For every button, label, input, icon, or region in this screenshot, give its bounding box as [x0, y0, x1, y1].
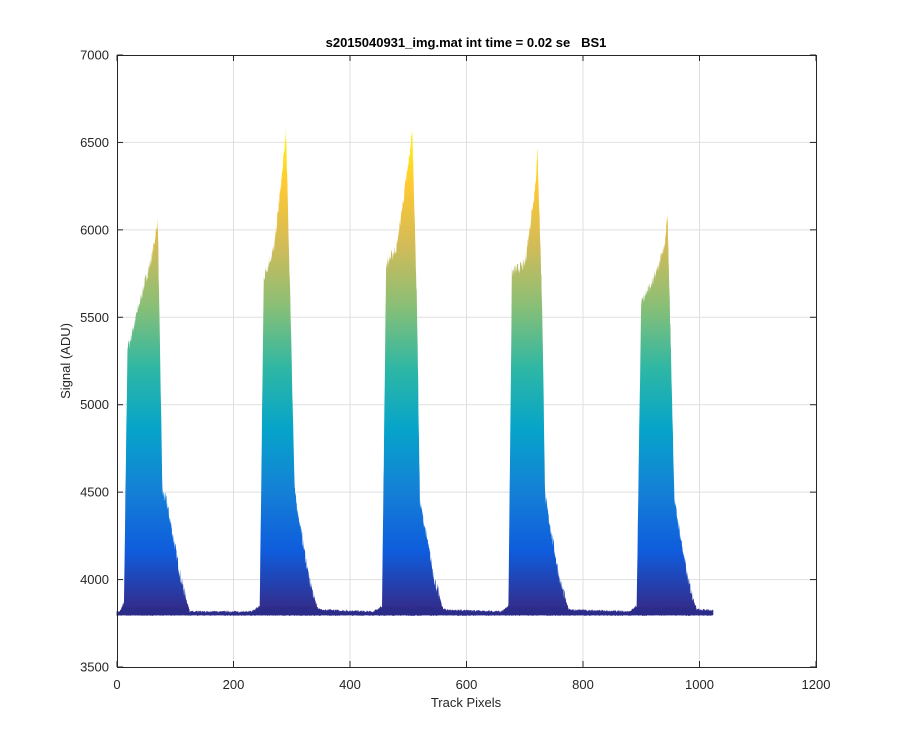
y-axis-label: Signal (ADU) [58, 323, 73, 399]
x-tick-label: 200 [223, 677, 245, 692]
y-tick-label: 6500 [80, 135, 109, 150]
y-tick-label: 5000 [80, 397, 109, 412]
y-tick-label: 5500 [80, 310, 109, 325]
y-tick-label: 4500 [80, 485, 109, 500]
x-tick-label: 600 [456, 677, 478, 692]
x-axis-ticks: 0 200 400 600 800 1000 1200 [113, 55, 830, 692]
y-axis-ticks: 3500 4000 4500 5000 5500 6000 6500 7000 [80, 48, 816, 675]
y-tick-label: 4000 [80, 572, 109, 587]
x-tick-label: 1000 [685, 677, 714, 692]
chart-title: s2015040931_img.mat int time = 0.02 se B… [326, 35, 607, 50]
x-tick-label: 800 [572, 677, 594, 692]
grid-lines [117, 55, 816, 667]
x-tick-label: 1200 [802, 677, 831, 692]
x-axis-label: Track Pixels [431, 695, 502, 710]
signal-area [117, 125, 713, 616]
y-tick-label: 6000 [80, 222, 109, 237]
x-tick-label: 0 [113, 677, 120, 692]
y-tick-label: 3500 [80, 660, 109, 675]
x-tick-label: 400 [339, 677, 361, 692]
y-tick-label: 7000 [80, 48, 109, 63]
